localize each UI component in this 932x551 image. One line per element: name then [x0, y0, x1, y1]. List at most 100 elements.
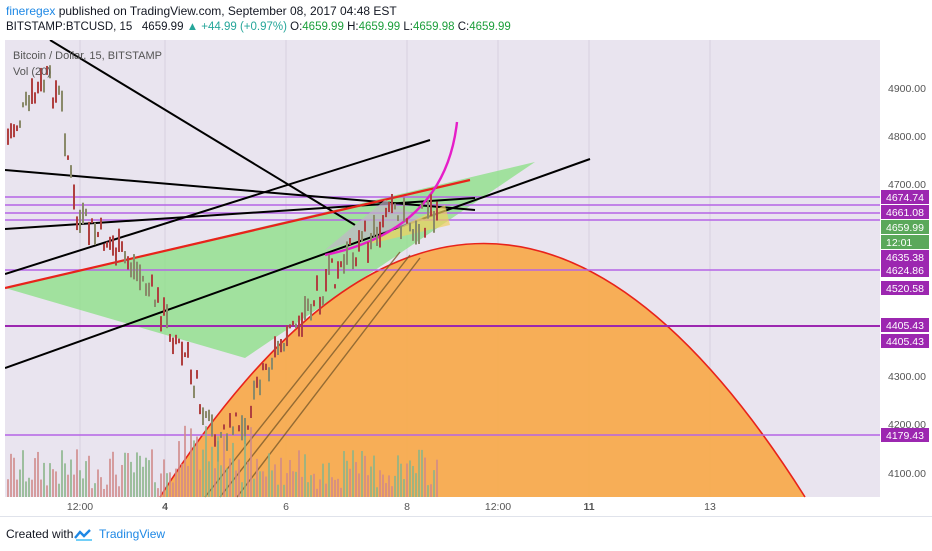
candle: [319, 296, 321, 315]
volume-bar: [55, 471, 57, 497]
volume-bar: [379, 470, 381, 497]
fan-line: [236, 257, 421, 498]
volume-bar: [7, 479, 9, 497]
volume-bar: [238, 459, 240, 497]
candle: [238, 425, 240, 432]
candle: [400, 226, 402, 240]
price-tag-bg: [881, 263, 929, 277]
volume-bar: [289, 460, 291, 497]
volume-bar: [82, 478, 84, 497]
candle: [379, 221, 381, 248]
price-tag-bg: [881, 190, 929, 204]
candle: [325, 268, 327, 292]
volume-bar: [346, 460, 348, 497]
time-axis-background: [5, 497, 880, 510]
x-tick-label: 6: [283, 501, 289, 510]
close-value: 4659.99: [469, 21, 511, 33]
candle: [220, 431, 222, 438]
volume-bar: [70, 459, 72, 497]
candle: [232, 426, 234, 436]
time-axis-labels: 12:00 4 6 8 12:00 11 13: [67, 501, 716, 510]
candle: [424, 227, 426, 238]
candle: [25, 91, 27, 106]
candle: [145, 283, 147, 296]
candle: [397, 215, 399, 221]
candle: [82, 202, 84, 225]
volume-bar: [160, 473, 162, 497]
tradingview-brand-link[interactable]: TradingView: [99, 527, 166, 541]
volume-bar: [241, 482, 243, 497]
candle: [361, 231, 363, 242]
low-label: L:: [403, 21, 413, 33]
candle: [100, 217, 102, 230]
volume-bar: [184, 425, 186, 497]
candle: [271, 357, 273, 370]
volume-bar: [73, 474, 75, 497]
candle: [211, 414, 213, 437]
volume-bar: [382, 474, 384, 497]
volume-bar: [292, 471, 294, 497]
volume-bar: [208, 461, 210, 497]
candle: [322, 296, 324, 306]
candle: [55, 80, 57, 103]
price-tag-label: 4635.38: [886, 252, 924, 264]
candle: [157, 287, 159, 303]
candle: [118, 228, 120, 253]
candle: [160, 316, 162, 332]
candle: [130, 262, 132, 278]
candle: [67, 155, 69, 160]
volume-bar: [163, 459, 165, 497]
price-tag-bg: [881, 205, 929, 219]
candle: [61, 90, 63, 112]
volume-bar: [145, 457, 147, 497]
trendline: [49, 40, 356, 226]
volume-bar: [64, 463, 66, 497]
candle: [262, 363, 264, 371]
high-label: H:: [347, 21, 359, 33]
high-value: 4659.99: [358, 21, 401, 33]
volume-bar: [298, 450, 300, 497]
candle: [277, 340, 279, 356]
candle: [310, 303, 312, 321]
volume-bar: [286, 473, 288, 497]
author-link[interactable]: fineregex: [6, 4, 56, 18]
volume-bar: [268, 453, 270, 497]
volume-bar: [424, 457, 426, 497]
candle: [415, 220, 417, 245]
candle: [46, 65, 48, 75]
candle: [292, 320, 294, 326]
candle: [430, 194, 432, 216]
candle: [229, 413, 231, 428]
volume-bar: [103, 488, 105, 497]
candle: [307, 298, 309, 311]
price-chart[interactable]: 4900.00 4800.00 4700.00 4300.00 4200.00 …: [5, 40, 932, 510]
candle: [184, 352, 186, 358]
candle: [343, 254, 345, 274]
y-tick-label: 4900.00: [888, 83, 926, 95]
volume-bar: [325, 483, 327, 497]
volume-bar: [97, 469, 99, 497]
volume-bar: [190, 428, 192, 497]
candle: [121, 241, 123, 252]
volume-bar: [136, 452, 138, 497]
candle: [16, 125, 18, 132]
volume-bar: [304, 454, 306, 497]
candle: [133, 254, 135, 280]
candle: [193, 385, 195, 399]
candle: [313, 300, 315, 307]
chart-area[interactable]: 4900.00 4800.00 4700.00 4300.00 4200.00 …: [5, 40, 932, 510]
candle: [148, 282, 150, 297]
volume-bar: [391, 486, 393, 497]
candle: [385, 207, 387, 218]
candle: [19, 120, 21, 128]
candle: [403, 197, 405, 222]
volume-bars: [7, 425, 438, 497]
red-parabola-curve: [159, 242, 806, 498]
candle: [265, 363, 267, 370]
candle: [394, 203, 396, 210]
candle: [388, 201, 390, 213]
candle: [358, 230, 360, 252]
volume-bar: [79, 470, 81, 497]
candle: [337, 261, 339, 279]
volume-bar: [127, 453, 129, 497]
